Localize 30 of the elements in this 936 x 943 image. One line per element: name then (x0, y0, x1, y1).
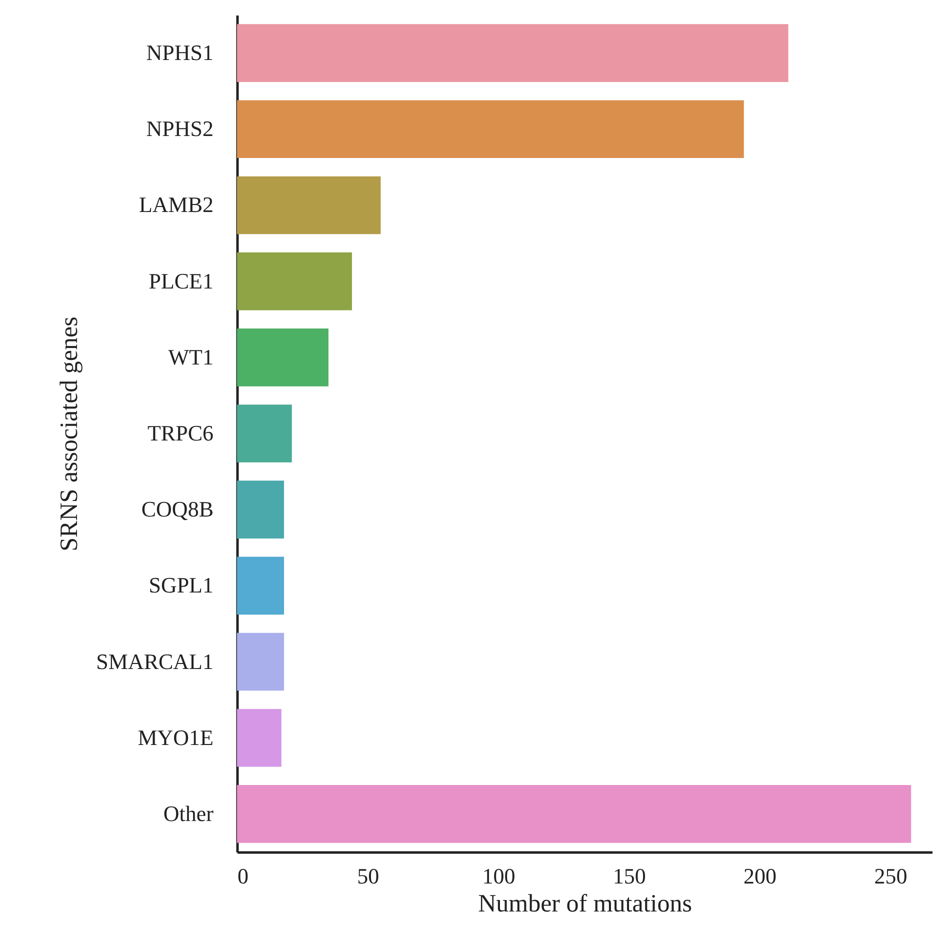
x-tick-label: 0 (238, 864, 248, 888)
y-tick-label: LAMB2 (138, 192, 214, 218)
x-axis-title: Number of mutations (478, 890, 692, 918)
y-axis-title: SRNS associated genes (56, 316, 84, 552)
bar (237, 708, 282, 767)
y-tick-label: Other (163, 800, 214, 826)
y-tick-label: TRPC6 (147, 420, 214, 446)
y-tick-label: WT1 (168, 344, 214, 370)
x-tick-label: 250 (874, 864, 908, 888)
bar (237, 404, 292, 462)
bar (237, 24, 788, 82)
y-tick-label: PLCE1 (148, 268, 214, 294)
y-tick-label: COQ8B (141, 496, 214, 522)
y-tick-label: NPHS2 (146, 116, 214, 142)
y-tick-label: SGPL1 (148, 572, 214, 598)
y-tick-label: MYO1E (138, 724, 214, 750)
bar (237, 632, 284, 691)
bar (237, 328, 328, 386)
bar (237, 176, 381, 234)
x-tick-label: 100 (482, 864, 516, 888)
bar (237, 480, 284, 539)
bar (237, 252, 352, 310)
y-tick-label: NPHS1 (146, 40, 214, 66)
x-tick-label: 50 (357, 864, 380, 888)
bar (237, 785, 912, 843)
bar (237, 100, 744, 158)
bar (237, 556, 284, 615)
x-tick-label: 150 (612, 864, 646, 888)
x-tick-label: 200 (744, 864, 777, 888)
y-tick-label: SMARCAL1 (96, 648, 214, 674)
